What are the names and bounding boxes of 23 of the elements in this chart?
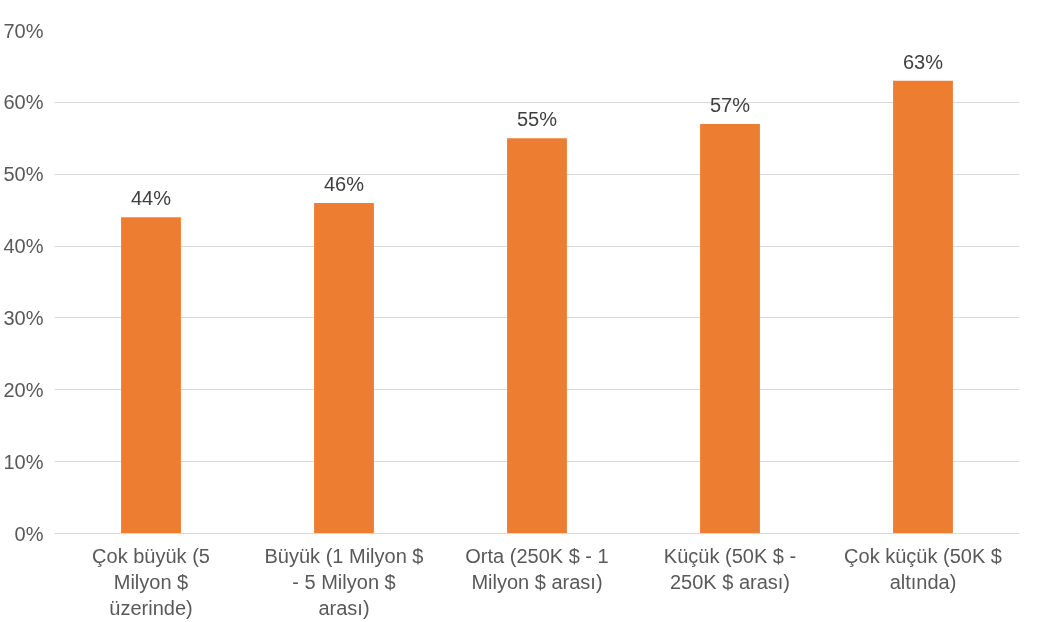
y-tick-label: 10% (3, 450, 44, 473)
bar (314, 202, 374, 534)
data-label: 55% (516, 108, 558, 131)
bar (893, 80, 953, 534)
data-label: 57% (709, 93, 751, 116)
y-tick-label: 70% (3, 19, 44, 42)
x-tick-label: Çok büyük (5 Milyon $ üzerinde) (92, 544, 210, 620)
bar (700, 123, 760, 534)
y-tick-label: 50% (3, 163, 44, 186)
data-label: 44% (130, 187, 172, 210)
data-label: 46% (323, 172, 365, 195)
bar (121, 217, 181, 534)
y-tick-label: 30% (3, 306, 44, 329)
y-tick-label: 40% (3, 235, 44, 258)
data-label: 63% (902, 50, 944, 73)
y-tick-label: 60% (3, 91, 44, 114)
x-tick-label: Orta (250K $ - 1 Milyon $ arası) (465, 544, 609, 593)
bar (507, 138, 567, 534)
x-tick-label: Küçük (50K $ - 250K $ arası) (663, 544, 797, 593)
x-tick-label: Büyük (1 Milyon $ - 5 Milyon $ arası) (264, 544, 424, 620)
y-tick-label: 0% (14, 522, 44, 545)
y-tick-label: 20% (3, 378, 44, 401)
x-tick-label: Çok küçük (50K $ altında) (844, 544, 1002, 593)
